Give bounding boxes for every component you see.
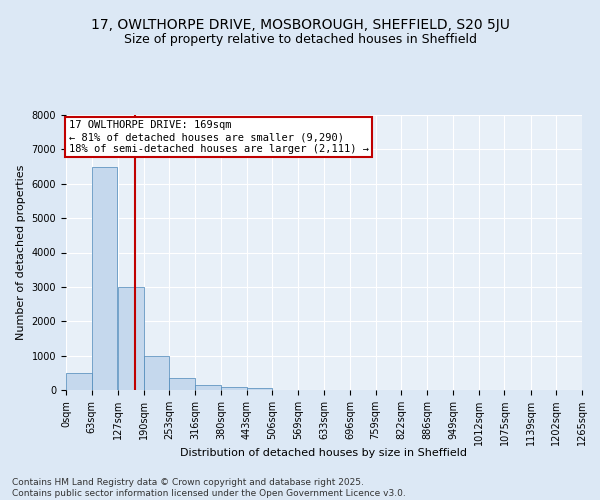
Bar	[195, 385, 221, 390]
Bar	[247, 388, 272, 390]
Text: 17 OWLTHORPE DRIVE: 169sqm
← 81% of detached houses are smaller (9,290)
18% of s: 17 OWLTHORPE DRIVE: 169sqm ← 81% of deta…	[68, 120, 368, 154]
Bar	[143, 356, 169, 390]
Text: Contains HM Land Registry data © Crown copyright and database right 2025.
Contai: Contains HM Land Registry data © Crown c…	[12, 478, 406, 498]
X-axis label: Distribution of detached houses by size in Sheffield: Distribution of detached houses by size …	[181, 448, 467, 458]
Bar	[169, 378, 195, 390]
Bar	[92, 166, 118, 390]
Text: Size of property relative to detached houses in Sheffield: Size of property relative to detached ho…	[124, 32, 476, 46]
Bar	[66, 373, 92, 390]
Text: 17, OWLTHORPE DRIVE, MOSBOROUGH, SHEFFIELD, S20 5JU: 17, OWLTHORPE DRIVE, MOSBOROUGH, SHEFFIE…	[91, 18, 509, 32]
Bar	[221, 387, 247, 390]
Bar	[118, 287, 143, 390]
Y-axis label: Number of detached properties: Number of detached properties	[16, 165, 26, 340]
